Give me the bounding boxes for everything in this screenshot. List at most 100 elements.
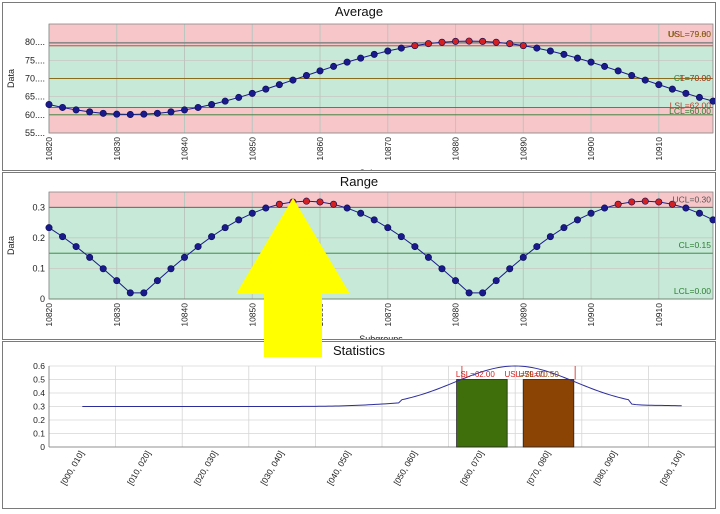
y-tick-label: 0.1 bbox=[33, 429, 45, 439]
data-point bbox=[167, 265, 175, 273]
data-point bbox=[72, 243, 80, 251]
out-of-spec-point bbox=[479, 37, 487, 45]
data-point bbox=[695, 93, 703, 101]
data-point bbox=[533, 243, 541, 251]
data-point bbox=[167, 108, 175, 116]
out-of-spec-point bbox=[628, 198, 636, 206]
out-of-spec-point bbox=[668, 200, 676, 208]
lsl-label: LSL=62.00 bbox=[456, 370, 495, 379]
cl-label: CL=0.15 bbox=[679, 240, 712, 250]
data-point bbox=[492, 277, 500, 285]
out-of-spec-point bbox=[302, 197, 310, 205]
data-point bbox=[357, 54, 365, 62]
data-point bbox=[587, 209, 595, 217]
x-tick-label: 10890 bbox=[518, 303, 528, 327]
data-point bbox=[370, 50, 378, 58]
ucl-label: UCL=0.30 bbox=[672, 194, 711, 204]
x-tick-label: 10820 bbox=[44, 303, 54, 327]
data-point bbox=[248, 209, 256, 217]
data-point bbox=[194, 243, 202, 251]
out-of-spec-point bbox=[452, 37, 460, 45]
data-point bbox=[682, 89, 690, 97]
x-tick-label: 10830 bbox=[112, 303, 122, 327]
data-point bbox=[316, 67, 324, 75]
data-point bbox=[113, 277, 121, 285]
data-point bbox=[519, 253, 527, 261]
upper-out-of-spec-zone bbox=[49, 192, 713, 208]
x-tick-label: 10900 bbox=[586, 303, 596, 327]
out-of-spec-point bbox=[275, 200, 283, 208]
usl-label: USL=79.00 bbox=[668, 29, 711, 39]
x-tick-label: 10900 bbox=[586, 137, 596, 161]
data-point bbox=[560, 50, 568, 58]
data-point bbox=[546, 47, 554, 55]
out-of-spec-point bbox=[424, 40, 432, 48]
y-tick-label: 55.... bbox=[25, 128, 45, 138]
data-point bbox=[72, 106, 80, 114]
out-of-spec-point bbox=[641, 197, 649, 205]
data-point bbox=[573, 54, 581, 62]
out-of-spec-point bbox=[614, 200, 622, 208]
statistics-chart-title: Statistics bbox=[332, 343, 385, 358]
data-point bbox=[86, 253, 94, 261]
range-chart-title: Range bbox=[339, 174, 379, 189]
range-chart-panel: Range 00.10.20.3108201083010840108501086… bbox=[2, 172, 717, 344]
lcl-label: LCL=60.00 bbox=[669, 106, 711, 116]
target-label: T=70.00 bbox=[680, 73, 712, 83]
y-tick-label: 0.3 bbox=[33, 402, 45, 412]
data-point bbox=[208, 101, 216, 109]
x-tick-label: 10870 bbox=[383, 303, 393, 327]
in-spec-zone bbox=[49, 45, 713, 108]
data-point bbox=[682, 204, 690, 212]
data-point bbox=[546, 233, 554, 241]
out-of-spec-point bbox=[411, 42, 419, 50]
y-tick-label: 0.1 bbox=[32, 263, 45, 273]
y-tick-label: 70.... bbox=[25, 74, 45, 84]
data-point bbox=[330, 62, 338, 70]
data-point bbox=[614, 67, 622, 75]
data-point bbox=[262, 85, 270, 93]
data-point bbox=[601, 204, 609, 212]
data-point bbox=[397, 44, 405, 52]
y-axis-label: Data bbox=[6, 236, 16, 255]
data-point bbox=[275, 81, 283, 89]
data-point bbox=[248, 89, 256, 97]
x-tick-label: 10910 bbox=[654, 137, 664, 161]
statistics-chart-panel: Statistics 0 0.1 0.2 0.3 0.4 0.5 0.6 LSL=62.00 U… bbox=[2, 341, 716, 509]
data-point bbox=[262, 204, 270, 212]
plot-frame bbox=[48, 23, 714, 134]
cl-label: CL=70.00 bbox=[674, 73, 711, 83]
range-chart: 00.10.20.3108201083010840108501086010870… bbox=[6, 191, 717, 344]
out-of-spec-point bbox=[316, 198, 324, 206]
x-tick-label: 10880 bbox=[451, 303, 461, 327]
x-tick-label: 10910 bbox=[654, 303, 664, 327]
data-point bbox=[452, 277, 460, 285]
x-tick-label: 10870 bbox=[383, 137, 393, 161]
data-point bbox=[343, 204, 351, 212]
data-point bbox=[357, 209, 365, 217]
out-of-spec-point bbox=[492, 38, 500, 46]
data-point bbox=[45, 224, 53, 232]
x-tick-label: 10840 bbox=[180, 137, 190, 161]
data-point bbox=[438, 265, 446, 273]
data-point bbox=[601, 62, 609, 70]
y-tick-label: 65.... bbox=[25, 92, 45, 102]
y-tick-label: 0.2 bbox=[32, 233, 45, 243]
ucl-label: UCL=79.80 bbox=[668, 29, 712, 39]
histogram-bar bbox=[456, 379, 508, 448]
average-chart: 55.... 60.... 65.... 70.... 75.... 80.... 1082… bbox=[6, 23, 717, 178]
data-point bbox=[384, 224, 392, 232]
plot-frame bbox=[48, 191, 714, 300]
data-point bbox=[465, 289, 473, 297]
lsl-label: LSL=62.00 bbox=[670, 100, 712, 110]
out-of-spec-point bbox=[655, 198, 663, 206]
data-point bbox=[45, 101, 53, 109]
data-point bbox=[655, 81, 663, 89]
data-point bbox=[140, 110, 148, 118]
data-point bbox=[221, 97, 229, 105]
y-tick-label: 0 bbox=[40, 294, 45, 304]
usl-label: USL=79.00 bbox=[505, 370, 546, 379]
data-point bbox=[289, 76, 297, 84]
x-tick-label: 10850 bbox=[247, 303, 257, 327]
